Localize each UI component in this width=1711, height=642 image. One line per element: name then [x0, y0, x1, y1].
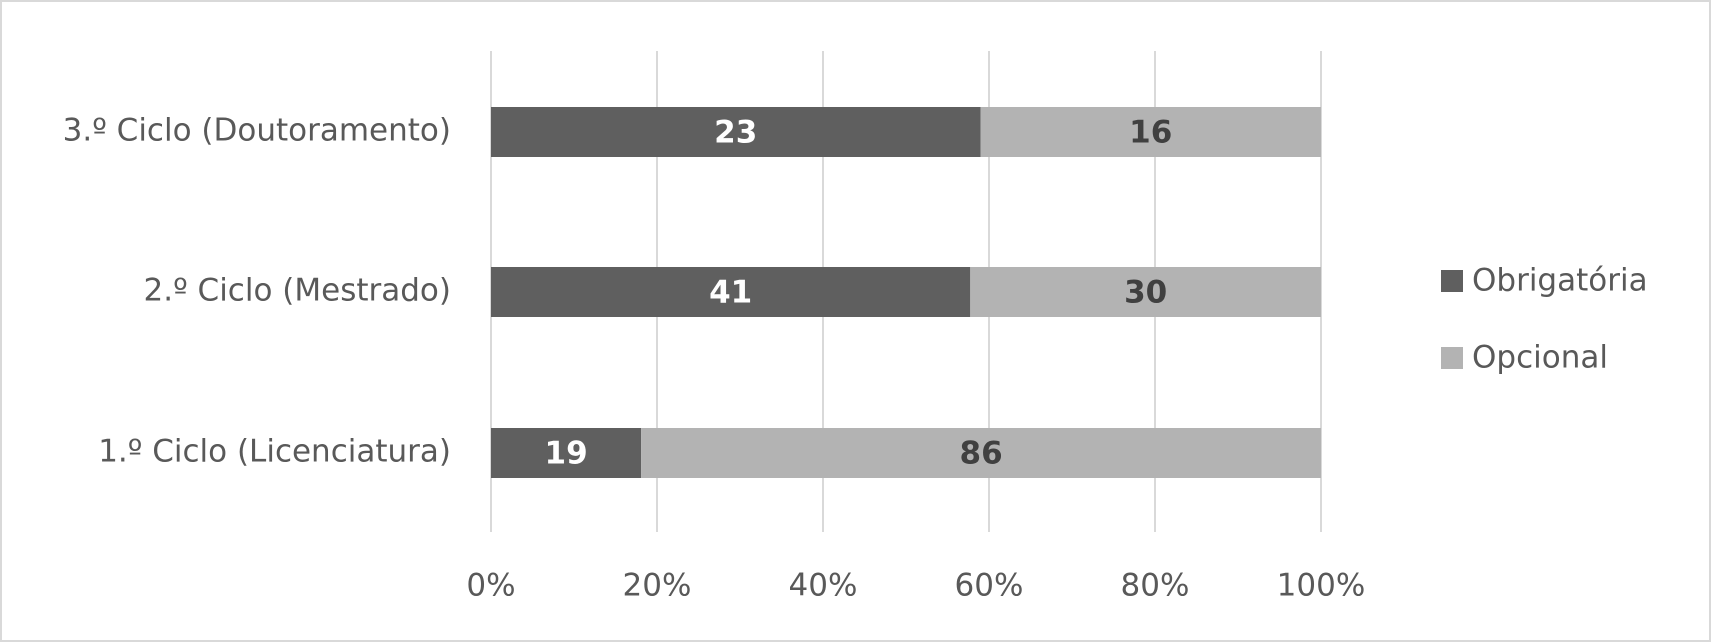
value-label: 86 — [960, 436, 1003, 472]
value-label: 30 — [1124, 275, 1167, 311]
bar-segment — [491, 267, 971, 317]
legend-label: Obrigatória — [1472, 263, 1648, 299]
bar-segment — [970, 267, 1321, 317]
legend-swatch — [1441, 347, 1463, 369]
y-tick-label: 1.º Ciclo (Licenciatura) — [98, 434, 451, 470]
value-label: 23 — [714, 115, 757, 151]
x-tick-label: 20% — [623, 568, 692, 604]
x-tick-label: 60% — [955, 568, 1024, 604]
bar-segment — [641, 428, 1321, 478]
x-tick-label: 80% — [1121, 568, 1190, 604]
value-label: 19 — [545, 436, 588, 472]
legend-swatch — [1441, 270, 1463, 292]
y-tick-label: 3.º Ciclo (Doutoramento) — [63, 113, 451, 149]
value-label: 41 — [709, 275, 752, 311]
legend-label: Opcional — [1472, 340, 1608, 376]
x-tick-label: 0% — [466, 568, 515, 604]
y-tick-label: 2.º Ciclo (Mestrado) — [144, 273, 451, 309]
bar-segment — [980, 107, 1321, 157]
bar-segment — [491, 107, 981, 157]
x-tick-label: 40% — [789, 568, 858, 604]
bar-segment — [491, 428, 642, 478]
x-tick-label: 100% — [1277, 568, 1366, 604]
value-label: 16 — [1129, 115, 1172, 151]
